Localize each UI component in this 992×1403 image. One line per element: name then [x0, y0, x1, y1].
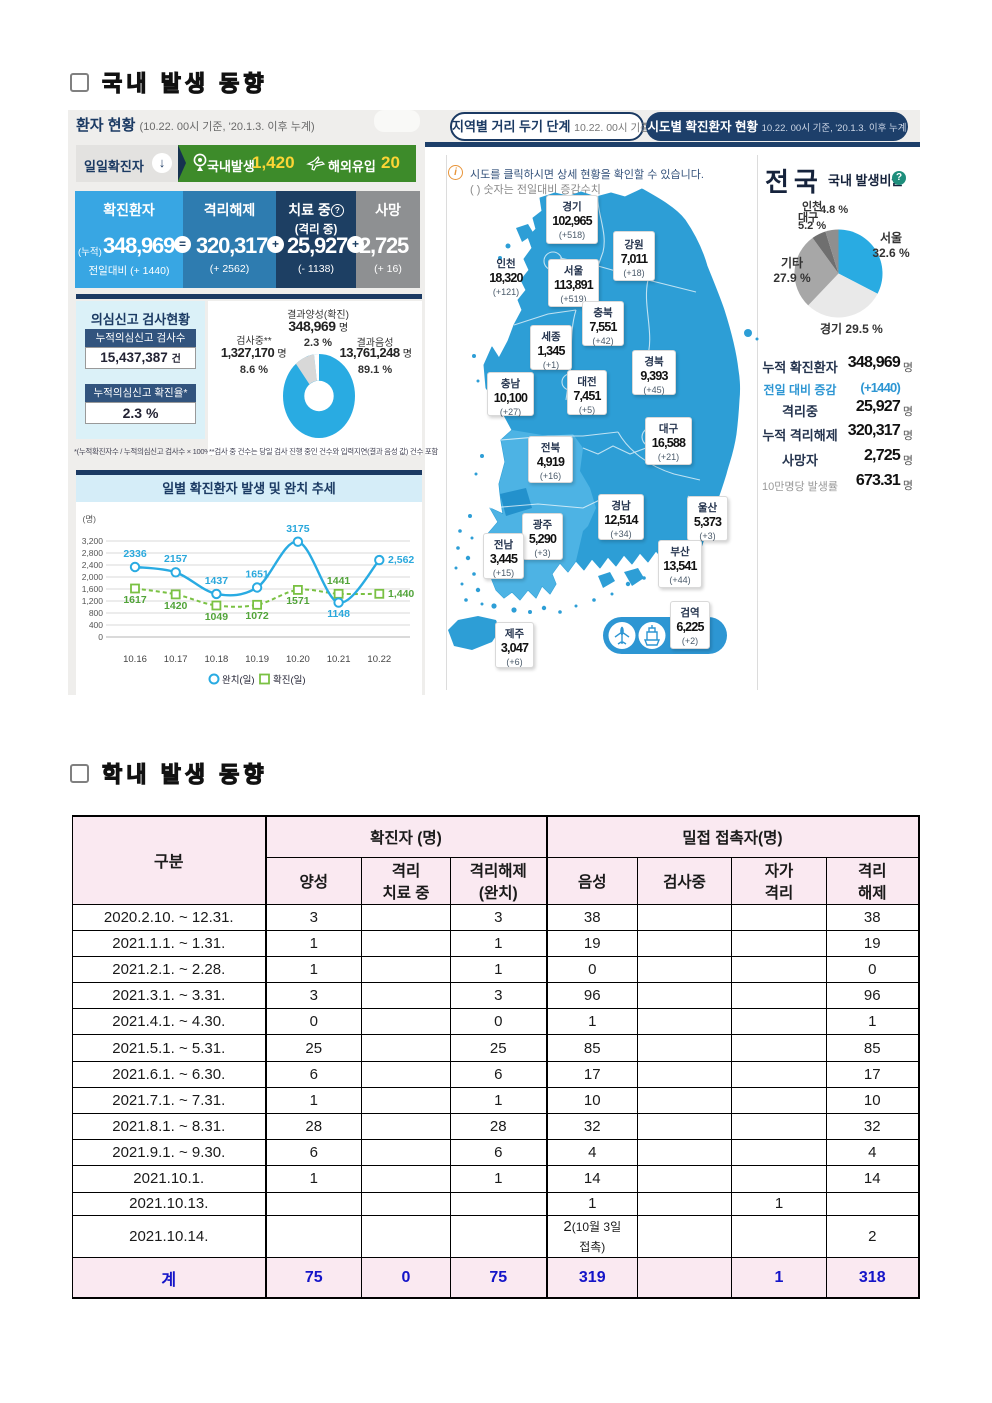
svg-text:1437: 1437: [205, 575, 229, 587]
svg-text:2336: 2336: [123, 548, 147, 560]
svg-text:0: 0: [98, 632, 103, 642]
svg-text:1072: 1072: [245, 610, 269, 622]
svg-text:1,440: 1,440: [388, 588, 414, 600]
svg-text:완치(일): 완치(일): [222, 674, 255, 686]
svg-text:2157: 2157: [164, 553, 188, 565]
svg-text:확진(일): 확진(일): [273, 674, 306, 686]
svg-text:1441: 1441: [327, 575, 351, 587]
svg-text:1617: 1617: [123, 594, 147, 606]
svg-text:1420: 1420: [164, 600, 188, 612]
svg-text:1,600: 1,600: [82, 584, 104, 594]
svg-text:2,400: 2,400: [82, 560, 104, 570]
svg-text:2,562: 2,562: [388, 554, 414, 566]
svg-text:400: 400: [89, 620, 103, 630]
svg-text:10.17: 10.17: [164, 654, 188, 665]
svg-text:1,200: 1,200: [82, 596, 104, 606]
svg-text:2,800: 2,800: [82, 548, 104, 558]
svg-text:3175: 3175: [286, 523, 310, 535]
svg-text:1148: 1148: [327, 608, 350, 620]
svg-text:10.18: 10.18: [205, 654, 229, 665]
svg-text:3,200: 3,200: [82, 536, 104, 546]
svg-text:10.22: 10.22: [367, 654, 391, 665]
svg-text:1571: 1571: [286, 595, 310, 607]
svg-text:10.16: 10.16: [123, 654, 147, 665]
svg-text:10.20: 10.20: [286, 654, 310, 665]
svg-text:800: 800: [89, 608, 103, 618]
svg-text:(명): (명): [83, 514, 97, 524]
svg-text:1651: 1651: [245, 569, 269, 581]
svg-text:10.21: 10.21: [327, 654, 351, 665]
svg-text:2,000: 2,000: [82, 572, 104, 582]
svg-text:1049: 1049: [205, 611, 229, 623]
svg-text:10.19: 10.19: [245, 654, 269, 665]
